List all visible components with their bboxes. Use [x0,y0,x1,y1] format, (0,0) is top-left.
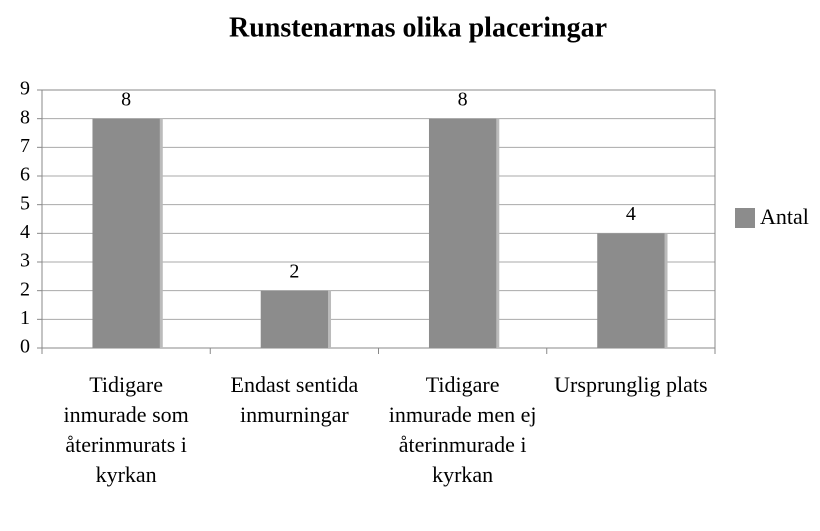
bar [260,290,329,348]
legend-swatch [735,208,755,228]
y-tick-label: 2 [20,278,30,300]
bar [597,233,665,348]
data-label: 8 [458,88,468,110]
data-label: 4 [626,203,636,225]
bar [428,118,497,349]
y-tick-label: 6 [20,164,30,186]
y-tick-label: 8 [20,106,30,128]
x-tick-label: Tidigare inmurade men ej återinmurade i … [388,372,537,487]
y-tick-label: 3 [20,250,30,272]
bar [92,118,160,349]
x-tick-label: Endast sentida inmurningar [230,372,359,427]
legend-label: Antal [760,204,809,229]
x-tick-label: Ursprunglig plats [554,372,708,397]
y-tick-label: 9 [20,78,30,100]
data-label: 2 [289,260,299,282]
y-tick-label: 7 [20,135,30,157]
y-tick-label: 1 [20,307,30,329]
x-tick-label: Tidigare inmurade som återinmurats i kyr… [63,372,189,487]
y-tick-label: 5 [20,192,30,214]
data-label: 8 [121,88,131,110]
chart-title: Runstenarnas olika placeringar [229,12,607,43]
y-tick-label: 4 [20,221,30,243]
y-tick-label: 0 [20,336,30,358]
